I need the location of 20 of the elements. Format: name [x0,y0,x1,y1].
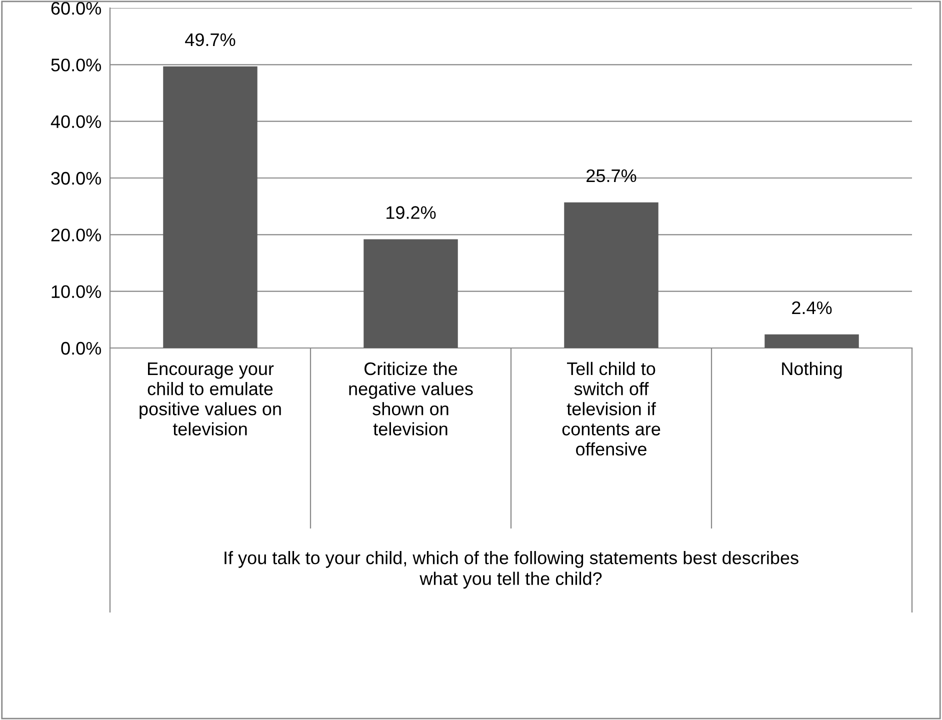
y-tick-label: 40.0% [50,115,102,128]
data-label: 49.7% [185,33,236,46]
bar [163,66,258,348]
y-tick-label: 50.0% [51,58,102,72]
bar [764,334,859,348]
data-label: 2.4% [792,301,832,314]
y-tick-label: 20.0% [51,228,102,242]
y-tick-label: 0.0% [61,342,102,355]
bar [564,202,658,348]
y-tick-label: 60.0% [51,2,102,15]
x-tick-label: Criticize the negative values shown on television [349,362,473,436]
y-tick-label: 10.0% [52,285,102,298]
data-label: 19.2% [386,206,436,219]
x-tick-label: Nothing [782,362,842,379]
x-tick-label: Tell child to switch off television if contents are offensive [562,362,660,456]
bar [364,239,458,348]
x-tick-label: Encourage your child to emulate positive values on television [140,362,281,436]
data-label: 25.7% [586,169,636,182]
y-tick-label: 30.0% [51,172,102,185]
text: If you talk to your child, which of the following statements best describes what you tell the child? [224,551,798,589]
